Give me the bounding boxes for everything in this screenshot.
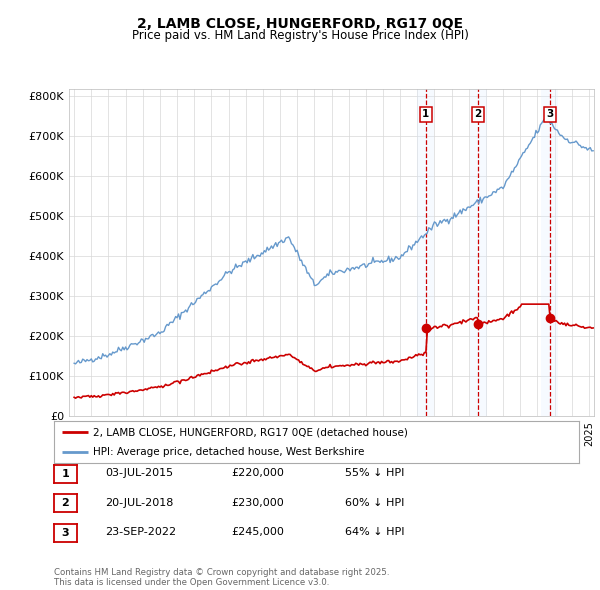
Text: 2: 2 bbox=[62, 499, 69, 508]
Text: £245,000: £245,000 bbox=[231, 527, 284, 537]
Text: 60% ↓ HPI: 60% ↓ HPI bbox=[345, 498, 404, 507]
Text: 3: 3 bbox=[62, 528, 69, 537]
Text: 55% ↓ HPI: 55% ↓ HPI bbox=[345, 468, 404, 478]
Text: Price paid vs. HM Land Registry's House Price Index (HPI): Price paid vs. HM Land Registry's House … bbox=[131, 29, 469, 42]
Text: 23-SEP-2022: 23-SEP-2022 bbox=[105, 527, 176, 537]
Text: £230,000: £230,000 bbox=[231, 498, 284, 507]
Text: 03-JUL-2015: 03-JUL-2015 bbox=[105, 468, 173, 478]
Text: HPI: Average price, detached house, West Berkshire: HPI: Average price, detached house, West… bbox=[94, 447, 365, 457]
Text: Contains HM Land Registry data © Crown copyright and database right 2025.
This d: Contains HM Land Registry data © Crown c… bbox=[54, 568, 389, 587]
Text: 2, LAMB CLOSE, HUNGERFORD, RG17 0QE (detached house): 2, LAMB CLOSE, HUNGERFORD, RG17 0QE (det… bbox=[94, 427, 408, 437]
Text: 3: 3 bbox=[546, 110, 553, 119]
Bar bbox=[470, 88, 487, 416]
Text: 20-JUL-2018: 20-JUL-2018 bbox=[105, 498, 173, 507]
Bar bbox=[541, 88, 559, 416]
Text: 64% ↓ HPI: 64% ↓ HPI bbox=[345, 527, 404, 537]
Text: 2: 2 bbox=[475, 110, 482, 119]
Text: 2, LAMB CLOSE, HUNGERFORD, RG17 0QE: 2, LAMB CLOSE, HUNGERFORD, RG17 0QE bbox=[137, 17, 463, 31]
Text: 1: 1 bbox=[62, 469, 69, 478]
Text: £220,000: £220,000 bbox=[231, 468, 284, 478]
Bar bbox=[417, 88, 434, 416]
Text: 1: 1 bbox=[422, 110, 430, 119]
